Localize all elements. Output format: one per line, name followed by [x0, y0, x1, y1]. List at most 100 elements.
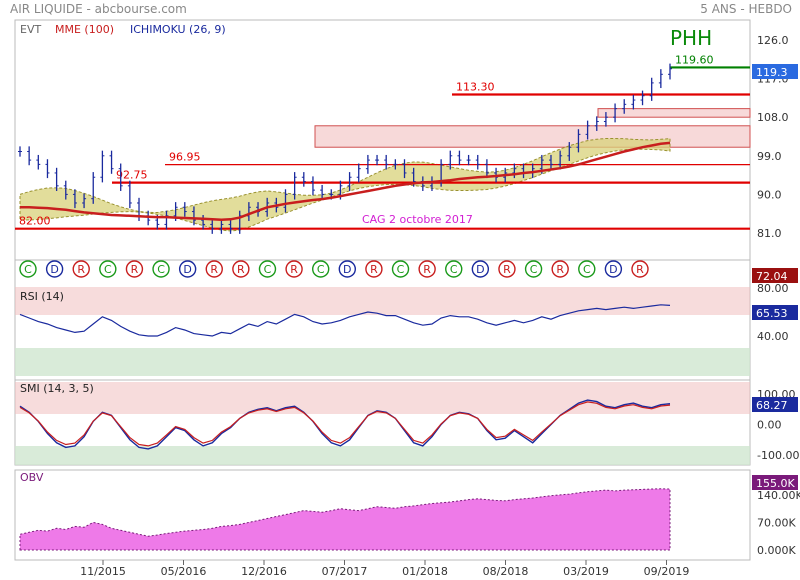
price-tick-label: 108.0 — [757, 111, 789, 124]
cag-annotation: CAG 2 octobre 2017 — [362, 213, 473, 226]
rsi-value: 65.53 — [756, 307, 788, 320]
event-marker-circle — [578, 260, 596, 278]
x-tick-label: 12/2016 — [241, 565, 287, 578]
rsi-overbought-zone — [15, 287, 750, 315]
event-marker-circle — [285, 260, 303, 278]
event-marker-circle — [418, 260, 436, 278]
event-marker-circle — [45, 260, 64, 278]
evt-label: EVT — [20, 23, 41, 36]
event-marker-circle — [391, 260, 410, 278]
event-marker-letter: D — [343, 263, 351, 276]
rsi-tick-80: 80.00 — [757, 282, 789, 295]
event-marker-circle — [152, 260, 170, 278]
header-period: 5 ANS - HEBDO — [700, 2, 792, 16]
event-marker: D — [604, 260, 623, 278]
event-marker-letter: D — [50, 263, 58, 276]
event-marker-circle — [498, 260, 516, 278]
last-price-tag — [752, 64, 798, 79]
event-marker-circle — [604, 260, 623, 278]
event-marker: C — [99, 260, 117, 278]
event-marker-circle — [524, 260, 543, 278]
rsi-value-tag — [752, 305, 798, 320]
event-marker-circle — [471, 260, 490, 278]
event-marker-circle — [99, 260, 117, 278]
event-marker: R — [232, 260, 250, 278]
event-marker-letter: C — [264, 263, 272, 276]
level-label: 113.30 — [456, 80, 495, 93]
event-marker-letter: C — [24, 263, 32, 276]
event-marker-letter: C — [157, 263, 165, 276]
event-marker: R — [551, 260, 569, 278]
event-marker-letter: R — [290, 263, 298, 276]
event-marker: C — [311, 260, 330, 278]
resistance-zone — [314, 125, 751, 148]
event-marker: R — [125, 260, 144, 278]
price-tick-label: 126.0 — [757, 34, 789, 47]
price-panel — [14, 19, 751, 286]
event-marker: R — [72, 260, 90, 278]
obv-tick: 0.000K — [757, 544, 796, 557]
event-marker-letter: D — [183, 263, 191, 276]
event-marker-circle — [551, 260, 569, 278]
event-marker: C — [19, 260, 37, 278]
lower-value-tag — [752, 268, 798, 283]
smi-value-tag — [752, 397, 798, 412]
obv-tick: 140.00K — [757, 489, 800, 502]
event-marker-letter: C — [397, 263, 405, 276]
event-marker-letter: C — [104, 263, 112, 276]
last-price-value: 119.3 — [756, 66, 788, 79]
x-tick-label: 08/2018 — [483, 565, 529, 578]
price-tick-label: 90.0 — [757, 188, 782, 201]
event-marker-letter: C — [317, 263, 325, 276]
event-marker-circle — [205, 260, 223, 278]
rsi-oversold-zone — [15, 348, 750, 376]
x-tick-label: 07/2017 — [322, 565, 368, 578]
event-marker-circle — [631, 260, 649, 278]
x-tick-label: 03/2019 — [563, 565, 609, 578]
lower-value: 72.04 — [756, 270, 788, 283]
event-marker-letter: C — [450, 263, 458, 276]
obv-value: 155.0K — [756, 477, 795, 490]
event-marker-letter: C — [583, 263, 591, 276]
smi-lower-zone — [15, 446, 750, 465]
obv-tick: 70.00K — [757, 516, 796, 529]
event-marker: C — [152, 260, 170, 278]
event-marker: D — [178, 260, 197, 278]
rsi-label: RSI (14) — [20, 290, 64, 303]
event-marker-letter: R — [131, 263, 139, 276]
event-marker-letter: D — [609, 263, 617, 276]
event-marker-circle — [232, 260, 250, 278]
event-marker-letter: R — [370, 263, 378, 276]
event-marker-letter: R — [423, 263, 431, 276]
smi-tick: 0.00 — [757, 419, 782, 432]
event-marker-letter: R — [210, 263, 218, 276]
event-marker-circle — [311, 260, 330, 278]
level-label: 82.00 — [19, 215, 51, 228]
event-marker: C — [445, 260, 463, 278]
event-marker-circle — [178, 260, 197, 278]
event-marker-circle — [72, 260, 90, 278]
event-marker-circle — [125, 260, 144, 278]
x-tick-label: 05/2016 — [161, 565, 207, 578]
event-marker: R — [285, 260, 303, 278]
price-tick-label: 99.0 — [757, 150, 782, 163]
event-marker: C — [391, 260, 410, 278]
event-marker-letter: R — [503, 263, 511, 276]
event-marker: R — [418, 260, 436, 278]
event-marker: C — [578, 260, 596, 278]
event-marker: D — [338, 260, 357, 278]
event-marker-circle — [338, 260, 357, 278]
event-marker-circle — [258, 260, 277, 278]
level-label: 92.75 — [116, 169, 148, 182]
resistance-zone — [597, 108, 751, 118]
x-tick-label: 09/2019 — [644, 565, 690, 578]
obv-area — [19, 488, 671, 551]
level-label: 96.95 — [169, 151, 201, 164]
pattern-label: PHH — [670, 26, 712, 50]
event-marker-letter: R — [237, 263, 245, 276]
header-title: AIR LIQUIDE - abcbourse.com — [10, 2, 187, 16]
event-marker-letter: C — [530, 263, 538, 276]
ichimoku-label: ICHIMOKU (26, 9) — [130, 23, 226, 36]
event-marker-circle — [19, 260, 37, 278]
event-marker: R — [498, 260, 516, 278]
